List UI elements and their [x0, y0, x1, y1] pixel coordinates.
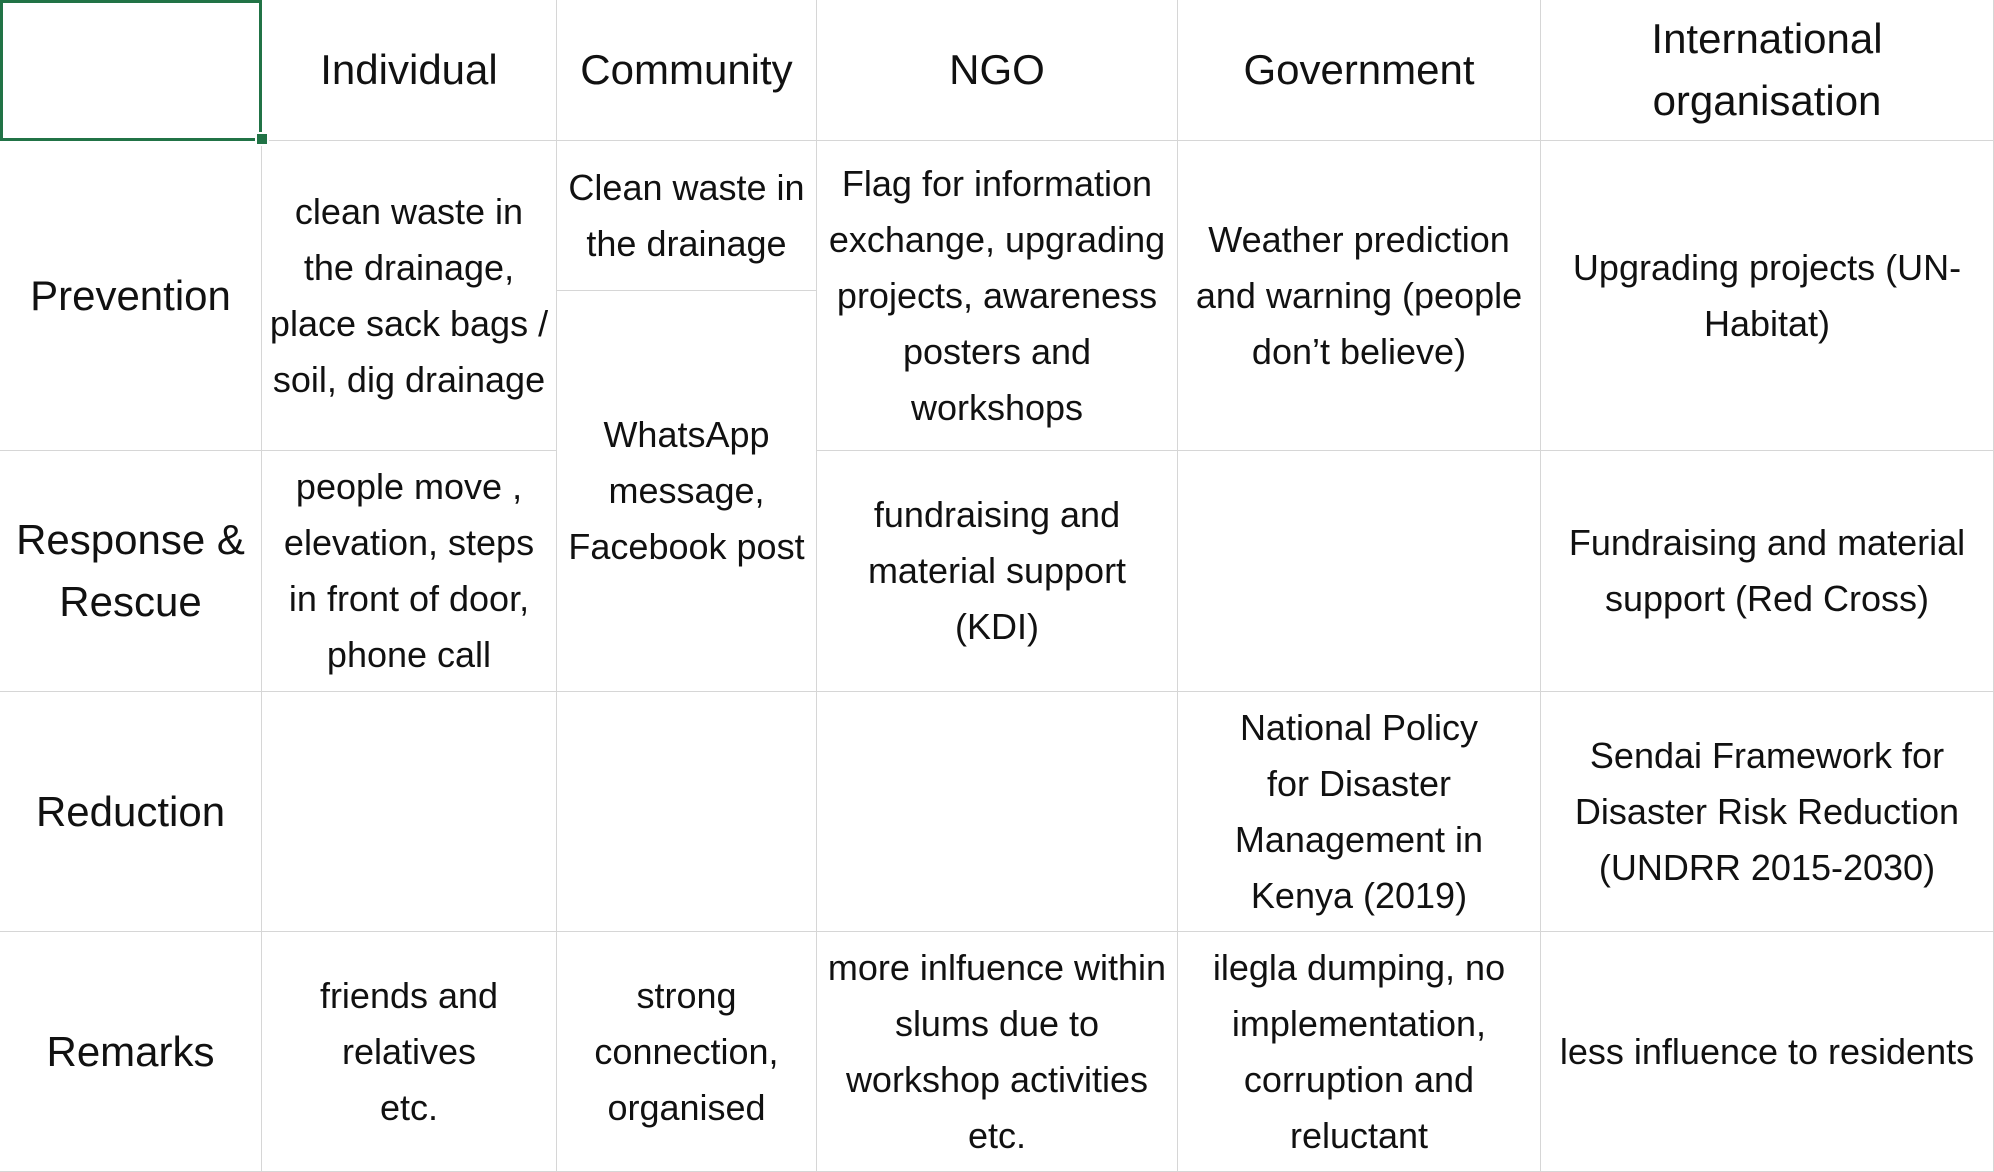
cell-response-government[interactable]: [1178, 451, 1541, 692]
cell-reduction-government[interactable]: National Policy for Disaster Management …: [1178, 692, 1541, 932]
cell-remarks-international[interactable]: less influence to residents: [1541, 932, 1994, 1172]
cell-response-individual-text: people move , elevation, steps in front …: [283, 466, 535, 675]
cell-response-ngo[interactable]: fundraising and material support (KDI): [817, 451, 1178, 692]
header-individual-label: Individual: [320, 46, 498, 93]
cell-remarks-government-text: ilegla dumping, no implementation, corru…: [1212, 946, 1506, 1156]
row-label-reduction-text: Reduction: [35, 787, 226, 835]
row-label-response-text: Response & Rescue: [16, 516, 245, 625]
row-label-response[interactable]: Response & Rescue: [0, 451, 262, 692]
cell-prevention-government[interactable]: Weather prediction and warning (people d…: [1178, 141, 1541, 451]
header-ngo[interactable]: NGO: [817, 0, 1178, 141]
header-government[interactable]: Government: [1178, 0, 1541, 141]
cell-reduction-government-text: National Policy for Disaster Management …: [1234, 706, 1484, 916]
cell-prevention-community[interactable]: Clean waste in the drainage: [557, 141, 817, 291]
cell-prevention-individual-text: clean waste in the drainage, place sack …: [269, 190, 549, 400]
header-individual[interactable]: Individual: [262, 0, 557, 141]
cell-remarks-ngo-text: more inlfuence within slums due to works…: [827, 946, 1167, 1156]
cell-prevention-international-text: Upgrading projects (UN-Habitat): [1572, 246, 1962, 344]
cell-reduction-international[interactable]: Sendai Framework for Disaster Risk Reduc…: [1541, 692, 1994, 932]
header-international-label: International organisation: [1651, 15, 1883, 124]
cell-prevention-ngo[interactable]: Flag for information exchange, upgrading…: [817, 141, 1178, 451]
cell-community-shared-text: WhatsApp message, Facebook post: [568, 414, 805, 567]
row-label-prevention[interactable]: Prevention: [0, 141, 262, 451]
cell-prevention-individual[interactable]: clean waste in the drainage, place sack …: [262, 141, 557, 451]
cell-remarks-ngo[interactable]: more inlfuence within slums due to works…: [817, 932, 1178, 1172]
cell-response-international-text: Fundraising and material support (Red Cr…: [1568, 522, 1966, 619]
header-government-label: Government: [1243, 46, 1475, 93]
fill-handle[interactable]: [255, 132, 269, 146]
cell-remarks-international-text: less influence to residents: [1559, 1030, 1975, 1072]
cell-response-ngo-text: fundraising and material support (KDI): [867, 494, 1127, 647]
row-label-prevention-text: Prevention: [30, 271, 231, 319]
cell-remarks-community[interactable]: strong connection, organised: [557, 932, 817, 1172]
cell-response-individual[interactable]: people move , elevation, steps in front …: [262, 451, 557, 692]
cell-response-international[interactable]: Fundraising and material support (Red Cr…: [1541, 451, 1994, 692]
row-label-remarks[interactable]: Remarks: [0, 932, 262, 1172]
cell-remarks-individual[interactable]: friends and relatives etc.: [262, 932, 557, 1172]
cell-remarks-community-text: strong connection, organised: [594, 974, 779, 1128]
header-international[interactable]: International organisation: [1541, 0, 1994, 141]
row-label-remarks-text: Remarks: [46, 1027, 215, 1075]
cell-remarks-individual-text: friends and relatives etc.: [319, 974, 499, 1128]
header-community-label: Community: [580, 46, 793, 93]
header-community[interactable]: Community: [557, 0, 817, 141]
cell-reduction-international-text: Sendai Framework for Disaster Risk Reduc…: [1574, 734, 1960, 888]
selected-cell-a1[interactable]: [0, 0, 262, 141]
header-ngo-label: NGO: [949, 46, 1045, 93]
cell-community-shared[interactable]: WhatsApp message, Facebook post: [557, 291, 817, 692]
cell-reduction-ngo[interactable]: [817, 692, 1178, 932]
cell-reduction-individual[interactable]: [262, 692, 557, 932]
cell-prevention-ngo-text: Flag for information exchange, upgrading…: [828, 162, 1166, 428]
cell-remarks-government[interactable]: ilegla dumping, no implementation, corru…: [1178, 932, 1541, 1172]
cell-prevention-government-text: Weather prediction and warning (people d…: [1195, 218, 1523, 372]
row-label-reduction[interactable]: Reduction: [0, 692, 262, 932]
cell-reduction-community[interactable]: [557, 692, 817, 932]
cell-prevention-international[interactable]: Upgrading projects (UN-Habitat): [1541, 141, 1994, 451]
cell-prevention-community-text: Clean waste in the drainage: [568, 166, 805, 264]
